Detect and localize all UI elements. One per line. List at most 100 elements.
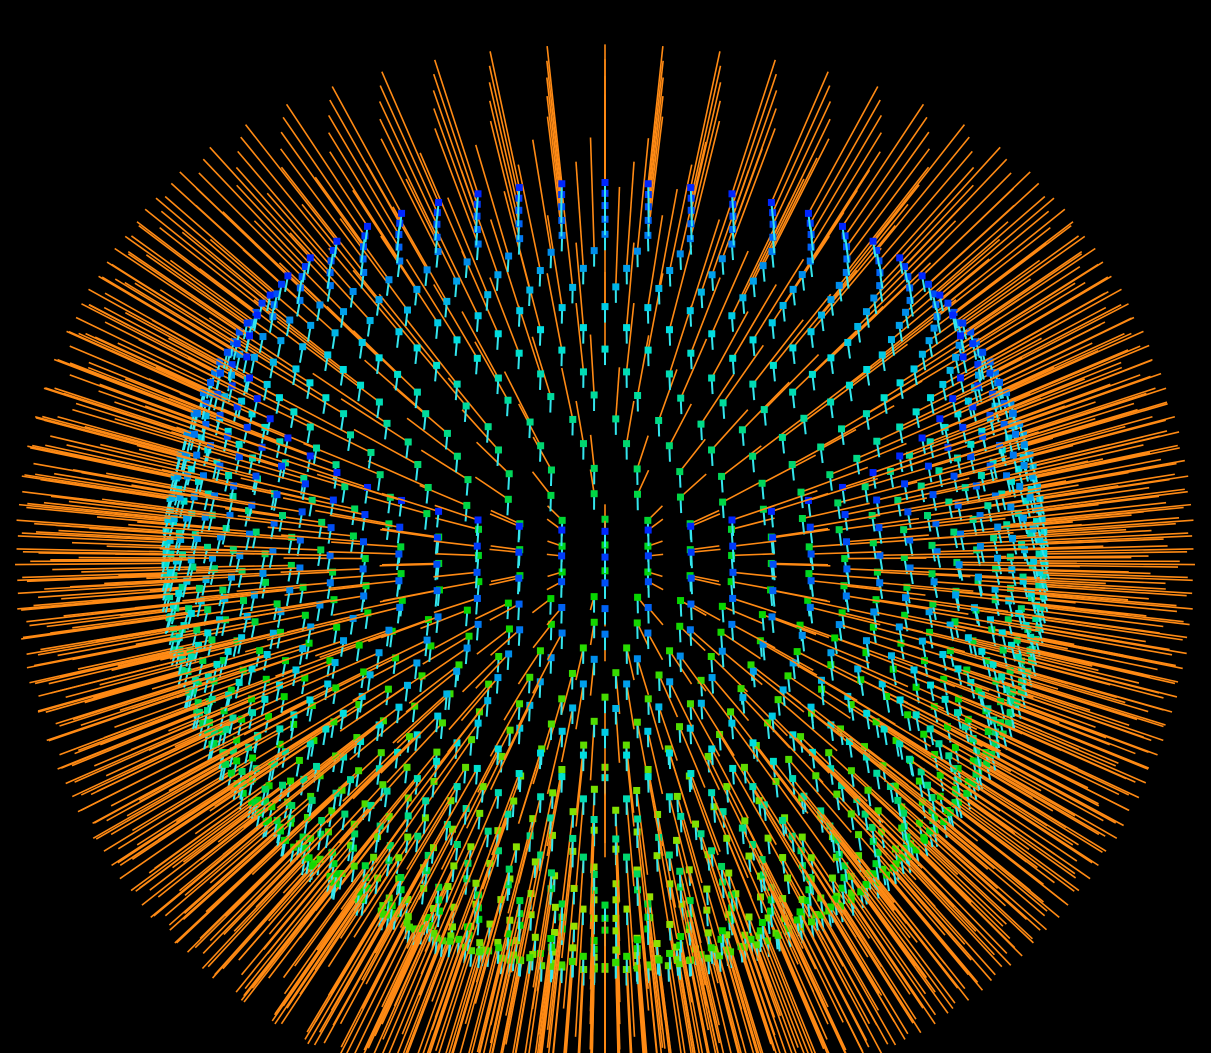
vertex	[749, 783, 757, 791]
vertex	[828, 833, 836, 841]
vertex	[838, 425, 846, 433]
normal-line	[531, 471, 552, 496]
vertex	[475, 578, 483, 586]
vertex	[512, 843, 520, 851]
vertex	[979, 432, 987, 440]
normal-line	[447, 197, 489, 295]
vertex	[448, 825, 456, 833]
vertex	[374, 833, 382, 841]
normal-line	[689, 727, 721, 791]
normal-line	[920, 771, 1030, 850]
vertex	[379, 781, 387, 789]
normal-line	[878, 150, 973, 262]
normal-line	[69, 374, 207, 426]
normal-line	[589, 469, 595, 494]
normal-line	[448, 683, 490, 731]
normal-line	[846, 534, 929, 543]
vertex	[359, 538, 367, 546]
vertex	[366, 671, 374, 679]
normal-line	[1002, 632, 1138, 661]
vertex	[1003, 686, 1011, 694]
normal-line	[468, 942, 499, 1053]
normal-line	[198, 172, 303, 278]
normal-line	[21, 595, 170, 611]
vertex	[1028, 472, 1036, 480]
normal-line	[875, 598, 969, 615]
vertex	[558, 578, 566, 586]
normal-line	[732, 571, 777, 578]
normal-line	[615, 962, 619, 1053]
vertex	[276, 740, 284, 748]
vertex	[324, 680, 332, 688]
vertex	[758, 611, 766, 619]
normal-line	[18, 503, 169, 521]
normal-line	[679, 886, 707, 1007]
normal-line	[894, 848, 996, 956]
vertex	[926, 438, 934, 446]
normal-line	[431, 882, 477, 1002]
normal-line	[44, 387, 188, 435]
normal-line	[956, 779, 1078, 862]
vertex	[229, 493, 237, 501]
normal-line	[127, 250, 250, 335]
normal-line	[184, 804, 293, 896]
vertex	[384, 685, 392, 693]
normal-line	[955, 792, 1077, 879]
vertex	[547, 620, 555, 628]
vertex	[558, 516, 566, 524]
normal-line	[274, 899, 360, 1025]
vertex	[224, 427, 232, 435]
normal-line	[927, 498, 1038, 517]
vertex	[494, 938, 502, 946]
vertex	[515, 349, 523, 357]
vertex	[612, 914, 620, 922]
vertex	[238, 634, 246, 642]
normal-line	[997, 514, 1132, 528]
vertex	[873, 437, 881, 445]
normal-line	[222, 604, 321, 623]
vertex	[1038, 515, 1046, 523]
vertex	[558, 603, 566, 611]
normal-line	[447, 830, 489, 931]
vertex	[1030, 557, 1038, 565]
normal-line	[1022, 680, 1166, 726]
vertex	[318, 817, 326, 825]
normal-line	[445, 942, 481, 1053]
vertex	[276, 827, 284, 835]
normal-line	[647, 903, 664, 1030]
vertex	[199, 720, 207, 728]
normal-line	[223, 545, 321, 551]
vertex	[1019, 430, 1027, 438]
vertex	[956, 374, 964, 382]
normal-line	[850, 892, 937, 1016]
normal-line	[68, 500, 206, 518]
normal-line	[546, 46, 563, 184]
normal-line	[676, 796, 703, 884]
vertex	[915, 819, 923, 827]
vertex	[964, 778, 972, 786]
normal-line	[1044, 562, 1195, 566]
normal-line	[841, 887, 924, 1009]
vertex	[361, 862, 369, 870]
normal-line	[667, 965, 682, 1053]
vertex	[774, 696, 782, 704]
normal-line	[517, 752, 542, 824]
vertex	[353, 734, 361, 742]
normal-line	[512, 957, 531, 1053]
normal-line	[474, 341, 509, 401]
vertex	[187, 465, 195, 473]
normal-line	[93, 710, 225, 767]
normal-line	[678, 945, 701, 1053]
normal-line	[844, 497, 928, 516]
vertex	[841, 232, 849, 240]
vertex	[505, 470, 513, 478]
normal-line	[964, 726, 1089, 789]
normal-line	[731, 504, 776, 521]
vertex	[655, 416, 663, 424]
normal-line	[970, 681, 1096, 728]
normal-line	[872, 124, 966, 242]
normal-line	[546, 776, 563, 857]
vertex	[807, 703, 815, 711]
normal-line	[476, 920, 511, 1053]
vertex	[197, 434, 205, 442]
